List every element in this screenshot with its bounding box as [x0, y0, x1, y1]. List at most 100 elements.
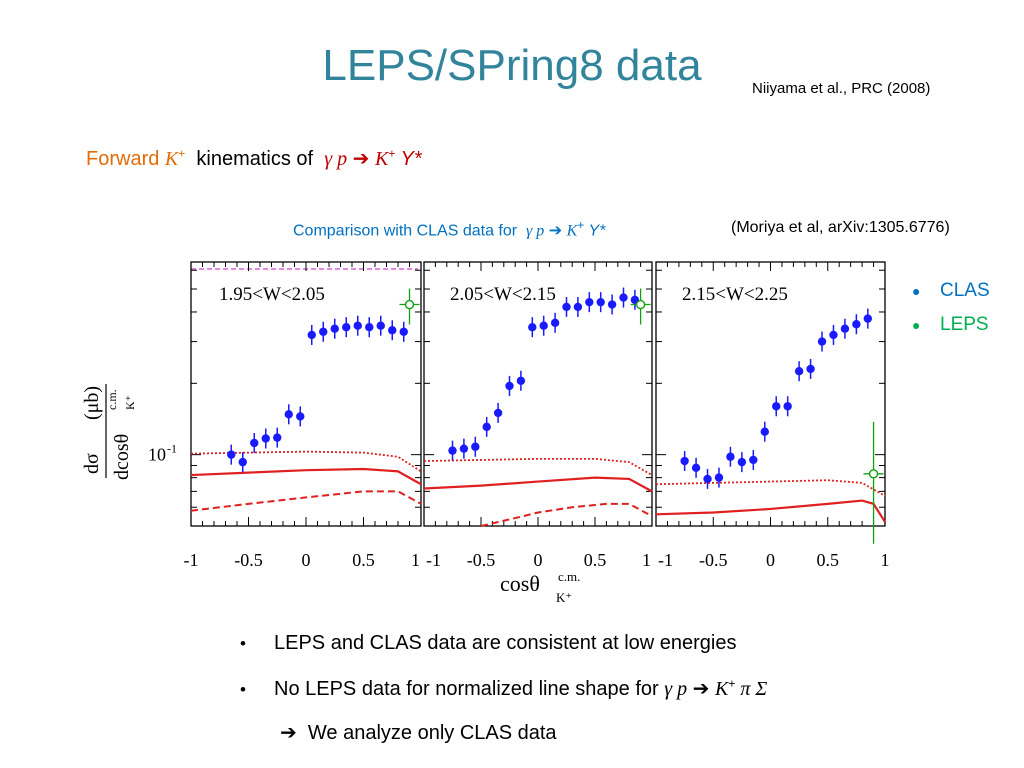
clas-point	[342, 322, 351, 332]
subtitle-gamma-p: γ p	[324, 148, 348, 170]
clas-point	[284, 410, 293, 419]
bullet-k-sup: +	[728, 676, 736, 691]
comparison-k: K	[566, 222, 578, 240]
clas-point	[749, 455, 758, 465]
slide-subtitle: Forward K+ kinematics of γ p ➔ K+ Y*	[86, 146, 422, 171]
comparison-gamma-p: γ p	[526, 222, 545, 240]
bullet-dot-icon: •	[240, 634, 246, 653]
theory-curve-solid	[423, 476, 653, 493]
clas-point	[596, 297, 605, 307]
legend-item-leps: ● LEPS	[912, 314, 990, 348]
x-tick-label: -0.5	[699, 550, 728, 570]
theory-curve-solid	[190, 467, 422, 486]
x-axis-label-sub: K⁺	[556, 590, 572, 605]
clas-point	[448, 446, 457, 455]
clas-point	[863, 314, 873, 323]
clas-point	[296, 412, 305, 421]
comparison-caption: Comparison with CLAS data for γ p ➔ K+ Y…	[293, 218, 605, 240]
bullet-item: • No LEPS data for normalized line shape …	[240, 676, 767, 720]
clas-point	[607, 300, 617, 309]
theory-curve-dotted	[190, 450, 422, 473]
comparison-reference: (Moriya et al, arXiv:1305.6776)	[731, 219, 950, 236]
clas-point	[539, 321, 548, 330]
clas-point	[550, 318, 560, 328]
clas-point	[307, 330, 316, 340]
conclusion-arrow-icon: ➔	[280, 722, 297, 744]
bullet-k: K	[715, 678, 729, 700]
clas-point	[376, 321, 385, 330]
x-tick-label: 0	[302, 550, 311, 570]
panel-label: 2.05<W<2.15	[450, 284, 556, 305]
subtitle-middle: kinematics of	[185, 148, 325, 170]
clas-point	[680, 456, 689, 466]
x-tick-label: 1	[881, 550, 890, 570]
clas-point	[714, 473, 724, 482]
clas-point	[840, 324, 850, 333]
bullet-item: • LEPS and CLAS data are consistent at lo…	[240, 632, 767, 676]
clas-point	[319, 327, 328, 336]
conclusion-text: We analyze only CLAS data	[307, 722, 557, 744]
leps-point	[404, 299, 415, 310]
comparison-k-sup: +	[577, 218, 585, 232]
comparison-arrow-icon: ➔	[548, 222, 563, 240]
x-tick-label: 0.5	[584, 550, 607, 570]
clas-point	[852, 320, 861, 329]
clas-point	[783, 402, 792, 411]
clas-point	[505, 381, 514, 391]
clas-point	[573, 302, 583, 312]
clas-point	[817, 337, 827, 346]
x-tick-label: 1	[411, 550, 420, 570]
x-tick-label: -1	[426, 550, 441, 570]
clas-point	[459, 444, 469, 453]
comparison-y: Y*	[584, 222, 606, 240]
subtitle-k: K	[374, 148, 389, 170]
clas-point	[399, 327, 408, 336]
y-label-denominator-sub: K⁺	[123, 395, 137, 410]
clas-point	[482, 422, 491, 432]
clas-point	[562, 302, 571, 312]
subtitle-arrow-icon: ➔	[352, 148, 370, 170]
reference-citation: Niiyama et al., PRC (2008)	[752, 80, 931, 97]
bullet-text: No LEPS data for normalized line shape f…	[274, 678, 665, 700]
clas-point	[516, 376, 526, 385]
clas-point	[273, 433, 282, 442]
y-label-denominator-sup: c.m.	[105, 389, 119, 410]
y-tick-label: 10	[148, 445, 166, 465]
subtitle-y: Y*	[395, 148, 422, 170]
clas-point	[261, 434, 270, 443]
theory-curve-dashed	[480, 502, 653, 527]
clas-point	[737, 457, 747, 467]
panel-label: 2.15<W<2.25	[682, 284, 788, 305]
clas-point	[250, 438, 259, 448]
leps-point	[868, 469, 879, 479]
comparison-text: Comparison with CLAS data for	[293, 222, 526, 240]
x-axis-label-sup: c.m.	[558, 569, 580, 584]
legend: ● CLAS ● LEPS	[912, 280, 990, 348]
legend-label-leps: LEPS	[940, 314, 989, 335]
x-tick-label: 0.5	[352, 550, 375, 570]
clas-point	[760, 427, 769, 436]
x-tick-label: -0.5	[234, 550, 263, 570]
clas-point	[353, 321, 362, 330]
clas-point	[691, 463, 701, 473]
clas-point	[493, 408, 503, 418]
y-tick-label-exponent: -1	[167, 442, 177, 456]
clas-point	[806, 364, 815, 374]
theory-curve-dotted	[423, 457, 653, 476]
y-label-unit: (μb)	[81, 386, 103, 420]
x-tick-label: -0.5	[467, 550, 496, 570]
x-tick-label: 0	[766, 550, 775, 570]
conclusion-row: ➔ We analyze only CLAS data	[240, 720, 767, 764]
y-axis-label: dσ dcosθ c.m. K⁺ (μb)	[81, 384, 137, 480]
x-tick-label: 1	[642, 550, 651, 570]
bullet-dot-icon: •	[240, 680, 246, 699]
subtitle-kplus: K	[164, 148, 179, 170]
theory-curve-dotted	[655, 479, 886, 497]
legend-item-clas: ● CLAS	[912, 280, 990, 314]
legend-bullet-icon: ●	[912, 282, 921, 299]
leps-point	[635, 299, 646, 310]
clas-point	[365, 322, 374, 332]
panel-label: 1.95<W<2.05	[219, 284, 325, 305]
x-tick-label: 0.5	[817, 550, 840, 570]
clas-point	[585, 297, 594, 307]
